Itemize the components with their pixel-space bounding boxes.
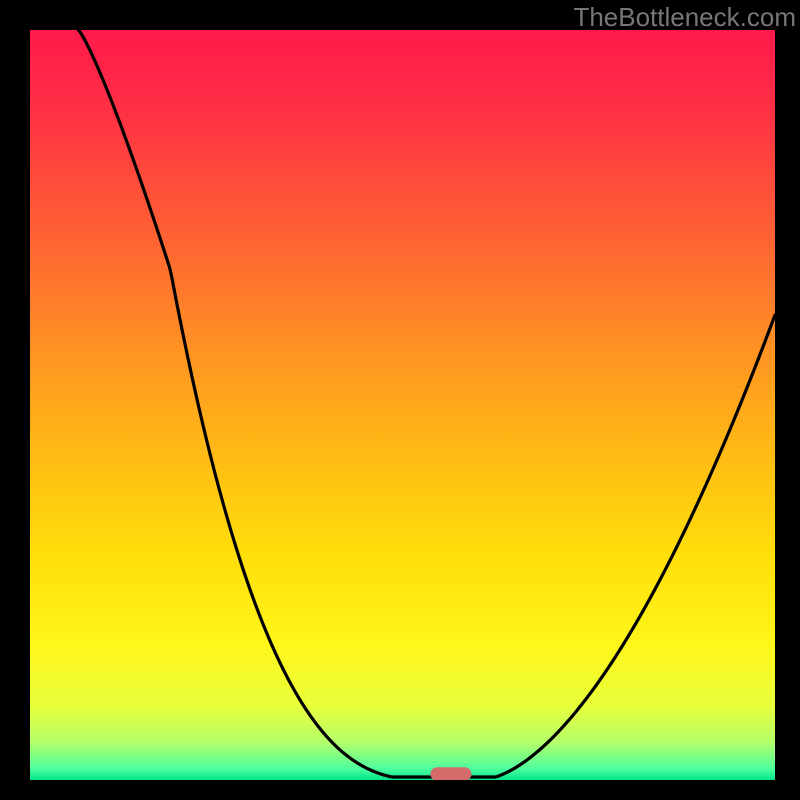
- watermark-text: TheBottleneck.com: [573, 2, 796, 33]
- frame: TheBottleneck.com: [0, 0, 800, 800]
- optimum-marker: [30, 30, 775, 780]
- plot-area: [30, 30, 775, 780]
